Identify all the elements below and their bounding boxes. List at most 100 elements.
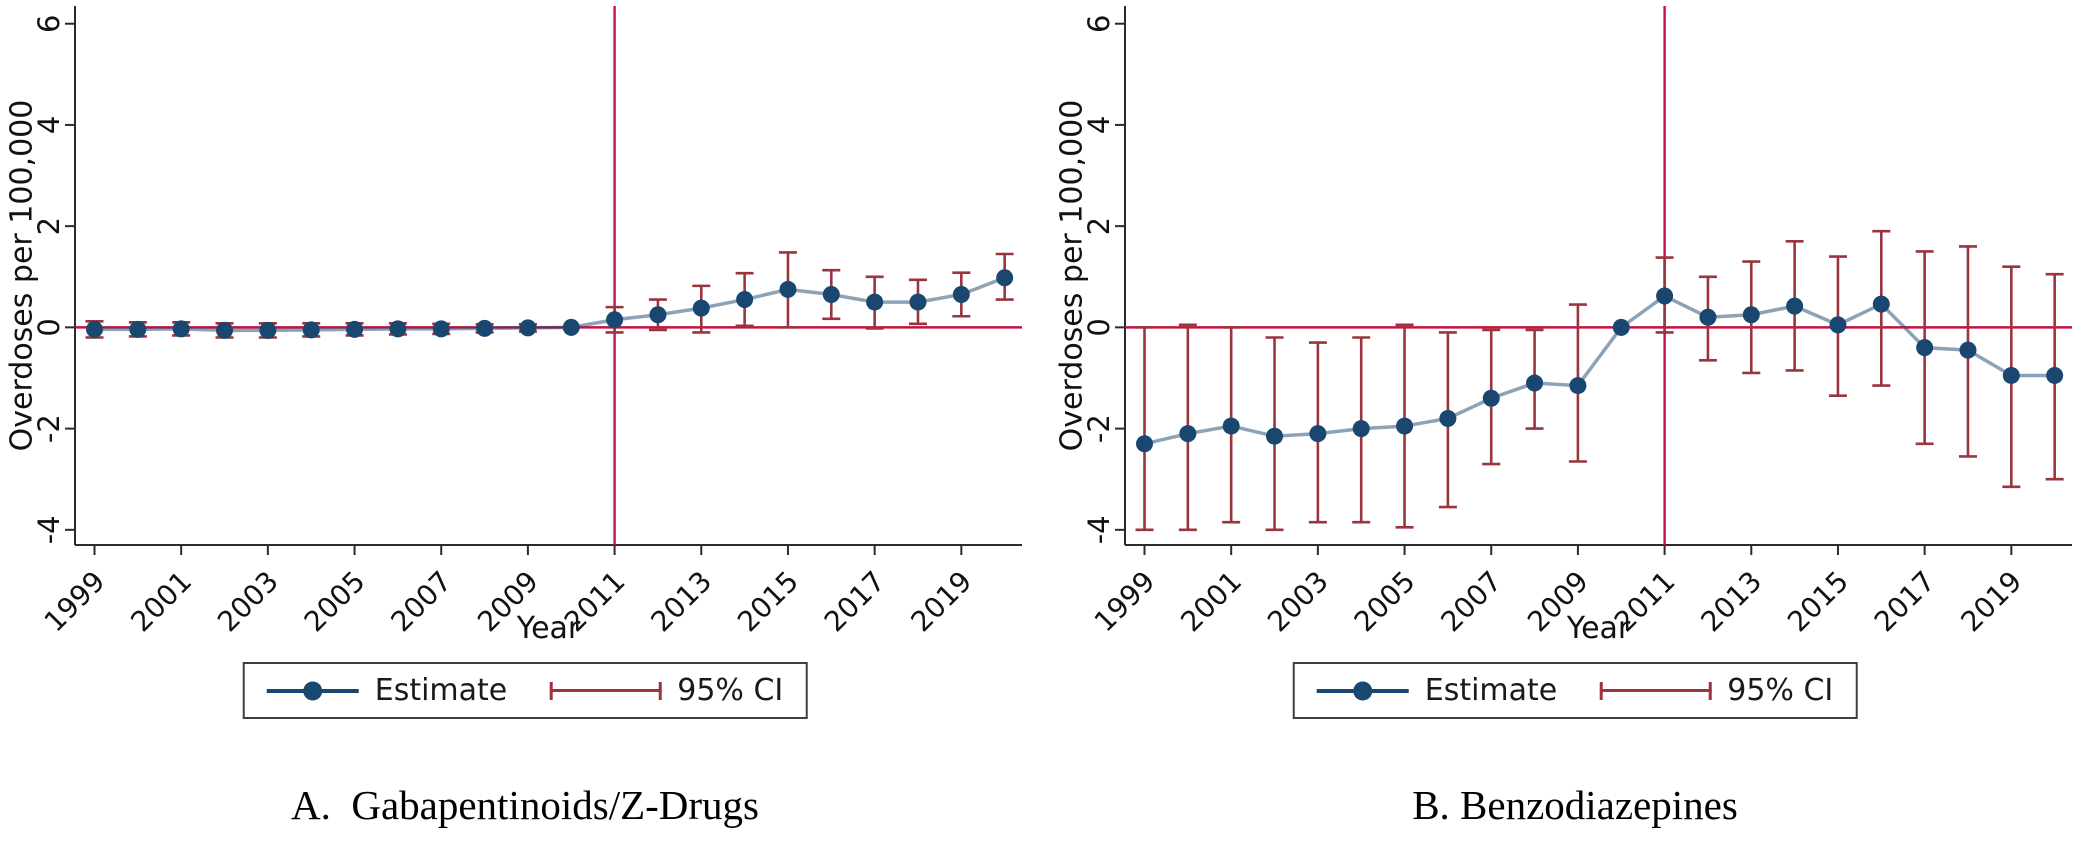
estimate-point: [1742, 306, 1760, 324]
estimate-point: [562, 318, 580, 336]
x-tick-label: 2007: [1434, 565, 1508, 639]
y-tick-label: 6: [1082, 14, 1116, 32]
legend-ci-left-cap-icon: [549, 681, 553, 700]
y-tick-label: 0: [32, 318, 66, 336]
estimate-point: [1959, 341, 1977, 359]
legend-ci-label: 95% CI: [1727, 673, 1834, 708]
panel-b-caption: B. Benzodiazepines: [1412, 782, 1738, 828]
panel-a-caption: A. Gabapentinoids/Z-Drugs: [291, 782, 759, 828]
estimate-point: [1656, 287, 1674, 305]
estimate-point: [346, 320, 364, 338]
estimate-point: [1526, 374, 1544, 392]
estimate-point: [172, 320, 190, 338]
x-tick-label: 2017: [1868, 565, 1942, 639]
estimate-point: [996, 269, 1014, 287]
x-tick-label: 2013: [1694, 565, 1768, 639]
estimate-point: [389, 320, 407, 338]
estimate-point: [1439, 409, 1457, 427]
legend-estimate-label: Estimate: [1424, 673, 1558, 708]
estimate-point: [736, 291, 754, 309]
estimate-point: [1829, 316, 1847, 334]
estimate-point: [1179, 425, 1197, 443]
estimate-point: [692, 299, 710, 317]
panel-b: -4 -2 0 2 4 6 1999 2001 2003 2005 2007 2009 2011 2013…: [1050, 0, 2100, 846]
estimate-point: [952, 285, 970, 303]
estimate-point: [476, 319, 494, 337]
y-axis-title: Overdoses per 100,000: [1055, 100, 1090, 452]
estimate-point: [2046, 366, 2064, 384]
estimate-point: [1872, 295, 1890, 313]
estimate-point: [779, 280, 797, 298]
y-tick-label: -2: [1082, 414, 1116, 443]
x-tick-label: 2013: [644, 565, 718, 639]
estimate-point: [1699, 308, 1717, 326]
legend-ci-label: 95% CI: [677, 673, 784, 708]
estimate-point: [866, 293, 884, 311]
x-tick-label: 1999: [1088, 565, 1162, 639]
estimate-point: [909, 293, 927, 311]
legend-ci-sample: [549, 681, 662, 700]
estimate-point: [649, 306, 667, 324]
estimate-point: [1482, 389, 1500, 407]
panel-a: -4 -2 0 2 4 6 1999 2001 2003 2005 2007 2009 2011 2013…: [5, 6, 1022, 828]
y-tick-label: -2: [32, 414, 66, 443]
legend-estimate-marker-icon: [1353, 681, 1373, 700]
estimate-line: [1144, 293, 2055, 446]
y-tick-label: 4: [32, 116, 66, 134]
estimate-line: [94, 276, 1006, 333]
y-tick-label: 4: [1082, 116, 1116, 134]
y-tick-label: -4: [1082, 515, 1116, 544]
y-tick-label: -4: [32, 515, 66, 544]
estimate-point: [519, 319, 537, 337]
x-tick-label: 2001: [124, 565, 198, 639]
estimate-point: [1916, 339, 1934, 357]
y-tick-label: 6: [32, 14, 66, 32]
legend-estimate-line-sample: [1316, 681, 1409, 700]
legend-estimate-line-sample: [266, 681, 359, 700]
legend-estimate-marker-icon: [303, 681, 323, 700]
estimate-point: [432, 320, 450, 338]
panel-a-legend: Estimate 95% CI: [242, 662, 808, 719]
estimate-point: [302, 321, 320, 339]
y-tick-label: 2: [32, 217, 66, 235]
legend-ci-left-cap-icon: [1599, 681, 1603, 700]
estimate-point: [1309, 425, 1327, 443]
x-tick-label: 2015: [1781, 565, 1855, 639]
estimate-point: [1266, 427, 1284, 445]
estimate-point: [1612, 318, 1630, 336]
x-tick-label: 2019: [1955, 565, 2029, 639]
panel-b-legend: Estimate 95% CI: [1292, 662, 1858, 719]
estimate-point: [2002, 366, 2020, 384]
x-tick-label: 2003: [211, 565, 285, 639]
estimate-point: [1569, 377, 1587, 395]
x-tick-label: 2001: [1174, 565, 1248, 639]
x-axis-title: Year: [1566, 611, 1631, 646]
legend-ci-right-cap-icon: [658, 681, 662, 700]
x-axis-title: Year: [516, 611, 581, 646]
x-tick-label: 1999: [38, 565, 112, 639]
y-axis-title: Overdoses per 100,000: [5, 100, 40, 452]
estimate-point: [1786, 297, 1804, 315]
y-tick-label: 2: [1082, 217, 1116, 235]
estimate-point: [1222, 417, 1240, 435]
estimate-point: [86, 320, 104, 338]
x-tick-label: 2007: [384, 565, 458, 639]
estimate-point: [606, 311, 624, 329]
legend-ci-right-cap-icon: [1708, 681, 1712, 700]
x-tick-label: 2003: [1261, 565, 1335, 639]
y-tick-label: 0: [1082, 318, 1116, 336]
estimate-point: [1396, 417, 1414, 435]
estimate-point: [822, 285, 840, 303]
estimate-point: [1136, 435, 1154, 453]
legend-ci-sample: [1599, 681, 1712, 700]
estimate-point: [216, 321, 234, 339]
estimate-point: [259, 321, 277, 339]
x-tick-label: 2005: [298, 565, 372, 639]
estimate-point: [129, 320, 147, 338]
estimate-point: [1352, 420, 1370, 438]
x-tick-label: 2017: [818, 565, 892, 639]
x-tick-label: 2019: [905, 565, 979, 639]
